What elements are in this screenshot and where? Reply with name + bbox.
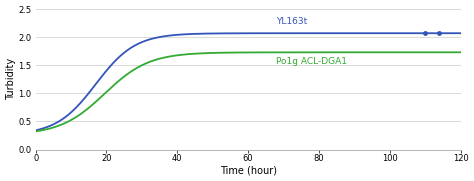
X-axis label: Time (hour): Time (hour) bbox=[219, 165, 277, 175]
Text: Po1g ACL-DGA1: Po1g ACL-DGA1 bbox=[276, 57, 347, 66]
Text: YL163t: YL163t bbox=[276, 18, 308, 26]
Y-axis label: Turbidity: Turbidity bbox=[6, 58, 16, 100]
